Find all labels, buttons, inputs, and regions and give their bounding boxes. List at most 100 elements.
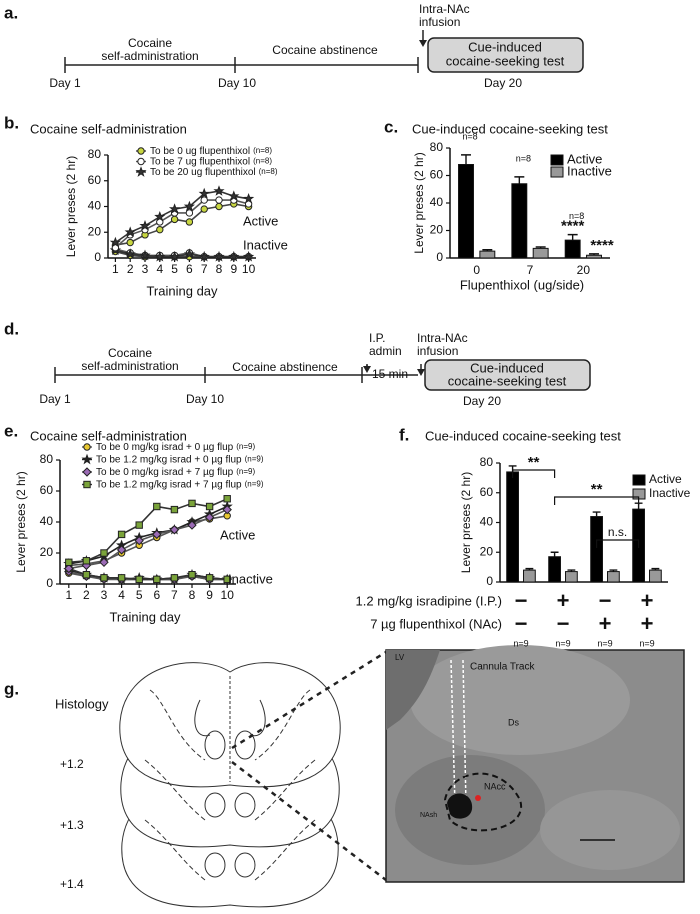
y-tick-label: 40 [88, 199, 102, 213]
error-bar [609, 569, 618, 572]
x-tick-label: 10 [221, 588, 235, 602]
bar [565, 571, 578, 583]
x-tick-label: 7 [201, 262, 208, 276]
legend-name: To be 1.2 mg/kg israd + 0 µg flup [96, 454, 242, 465]
marker [222, 504, 232, 515]
marker [170, 574, 179, 582]
bar [564, 239, 581, 259]
marker [170, 505, 179, 514]
marker [82, 571, 91, 579]
active-line [114, 199, 249, 249]
image-label: LV [395, 653, 405, 662]
zoom-lines [231, 650, 387, 881]
marker [215, 202, 223, 211]
infusion-label: infusion [419, 15, 460, 29]
error-bar [461, 154, 471, 165]
y-tick-label: 40 [430, 195, 444, 209]
bar [586, 254, 602, 259]
error-bar [550, 551, 559, 557]
annotation: Inactive [243, 237, 288, 252]
legend-label: Inactive [649, 486, 691, 500]
legend-n: (n=8) [259, 167, 278, 176]
error-bar [592, 511, 601, 517]
infusion-label: Intra-NAc [417, 331, 468, 345]
bar [532, 247, 549, 259]
condition-sign: + [557, 588, 570, 613]
test-label: Cue-induced [468, 39, 542, 54]
day-label: Day 10 [218, 76, 256, 90]
day-label: Day 1 [39, 392, 71, 406]
day-label: Day 20 [463, 394, 501, 408]
x-tick-label: 4 [156, 262, 163, 276]
marker [188, 499, 196, 508]
marker [137, 157, 145, 166]
condition-sign: − [515, 588, 528, 613]
condition-sign: + [641, 588, 654, 613]
y-tick-label: 0 [46, 576, 53, 590]
test-label: cocaine-seeking test [448, 373, 567, 388]
panel-label: g. [4, 679, 19, 698]
bar [511, 183, 528, 259]
y-tick-label: 0 [436, 250, 443, 264]
condition-label: 1.2 mg/kg isradipine (I.P.) [356, 593, 502, 608]
marker [135, 575, 143, 584]
y-tick-label: 20 [88, 224, 102, 238]
y-tick-label: 20 [40, 545, 54, 559]
marker [213, 185, 225, 196]
marker [242, 250, 255, 262]
y-tick-label: 20 [430, 223, 444, 237]
marker [82, 557, 91, 565]
n-label: n=8 [516, 153, 531, 163]
marker [124, 226, 136, 237]
phase-label: self-administration [101, 49, 198, 63]
bar [590, 516, 603, 583]
x-tick-label: 8 [216, 262, 223, 276]
legend-n: (n=9) [245, 455, 264, 464]
error-bar [567, 569, 576, 572]
phase-label: self-administration [81, 359, 178, 373]
x-tick-label: 5 [136, 588, 143, 602]
image-label: Ds [508, 717, 519, 727]
x-axis-label: Training day [109, 609, 181, 624]
legend-name: To be 7 ug flupenthixol [150, 156, 250, 167]
infusion-label: Intra-NAc [419, 2, 470, 16]
legend-n: (n=9) [236, 442, 255, 451]
error-bar [525, 567, 534, 571]
marker [188, 571, 196, 579]
histology-title: Histology [55, 696, 109, 711]
chart-title: Cue-induced cocaine-seeking test [412, 121, 608, 136]
panel-label: a. [4, 3, 18, 22]
condition-sign: + [641, 611, 654, 636]
phase-label: Cocaine [108, 346, 152, 360]
test-label: Cue-induced [470, 360, 544, 375]
x-tick-label: 20 [577, 263, 591, 277]
panel-label: c. [384, 117, 398, 136]
condition-sign: − [557, 611, 570, 636]
comparison-label: ** [528, 454, 540, 471]
legend-label: Active [649, 472, 682, 486]
chart-title: Cocaine self-administration [30, 428, 187, 443]
y-tick-label: 60 [88, 173, 102, 187]
marker [117, 530, 126, 539]
marker [81, 453, 93, 465]
chart-title: Cocaine self-administration [30, 121, 187, 136]
y-axis-label: Lever preses (2 hr) [459, 472, 473, 573]
marker [135, 521, 143, 529]
marker [65, 558, 73, 566]
y-tick-label: 40 [40, 514, 54, 528]
timeline-a [64, 30, 584, 73]
marker [152, 529, 162, 540]
marker [169, 525, 180, 535]
marker [83, 480, 91, 489]
significance: **** [561, 218, 585, 235]
legend-label: Active [567, 151, 602, 166]
marker [100, 549, 108, 557]
day-label: Day 10 [186, 392, 224, 406]
image-label: NAcc [484, 781, 506, 791]
y-tick-label: 80 [430, 140, 444, 154]
condition-label: 7 µg flupenthixol (NAc) [370, 616, 502, 631]
n-label: n=9 [513, 638, 528, 648]
x-tick-label: 3 [142, 262, 149, 276]
marker [139, 219, 151, 231]
